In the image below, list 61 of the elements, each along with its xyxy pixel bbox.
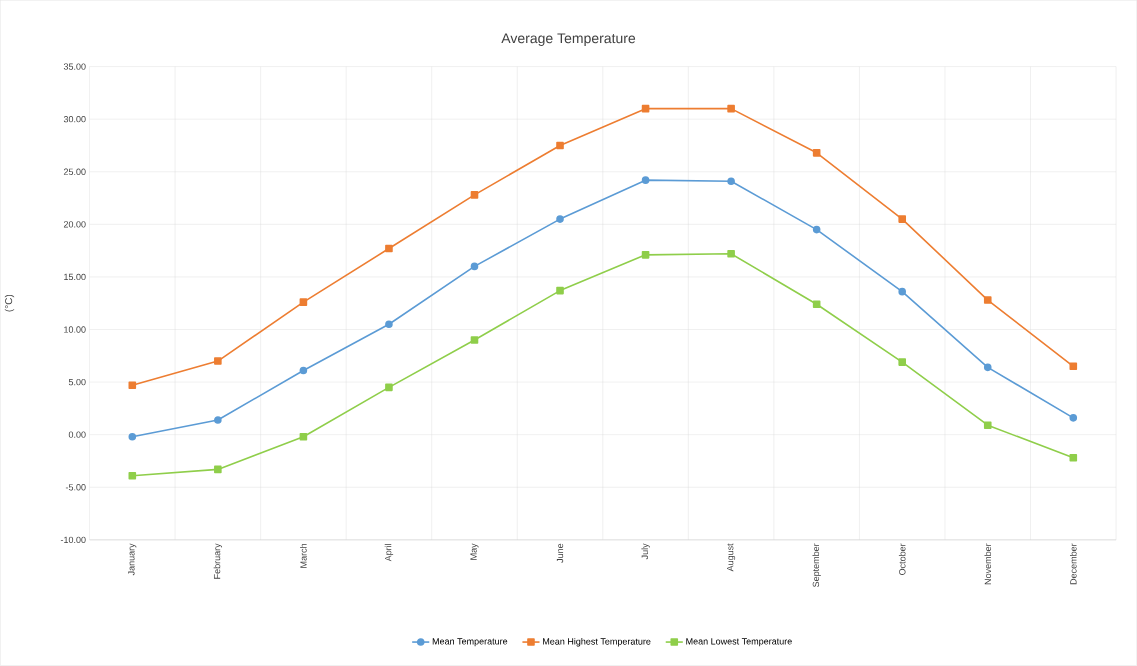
point bbox=[470, 191, 479, 199]
point bbox=[983, 296, 992, 304]
point bbox=[983, 363, 992, 372]
point bbox=[214, 357, 222, 365]
y-axis-title: (°C) bbox=[4, 295, 15, 312]
point bbox=[898, 358, 907, 367]
x-tick-label: December bbox=[1069, 543, 1077, 585]
point bbox=[128, 381, 137, 390]
point bbox=[385, 383, 393, 392]
point bbox=[727, 104, 735, 113]
point bbox=[299, 433, 308, 441]
x-tick-label: June bbox=[556, 543, 564, 563]
point bbox=[727, 250, 735, 258]
y-tick-label: 35.00 bbox=[63, 63, 86, 70]
x-tick-label: January bbox=[128, 543, 137, 576]
point bbox=[898, 215, 907, 224]
x-tick-label: February bbox=[213, 543, 223, 579]
point bbox=[727, 177, 735, 186]
point bbox=[898, 287, 907, 296]
point bbox=[1069, 454, 1078, 462]
point bbox=[299, 366, 308, 375]
y-tick-label: 15.00 bbox=[64, 273, 86, 281]
y-tick-label: 10.00 bbox=[64, 326, 86, 333]
y-tick-label: 30.00 bbox=[63, 116, 86, 123]
point bbox=[641, 176, 650, 185]
point bbox=[385, 320, 393, 329]
legend-label: Mean Temperature bbox=[432, 638, 508, 647]
point bbox=[641, 251, 650, 259]
y-tick-label: 0.00 bbox=[68, 431, 86, 438]
legend-label: Mean Lowest Temperature bbox=[686, 638, 792, 647]
legend-label: Mean Highest Temperature bbox=[543, 638, 651, 647]
point bbox=[385, 244, 393, 253]
point bbox=[214, 416, 222, 424]
point bbox=[556, 215, 564, 224]
point bbox=[470, 336, 479, 344]
point bbox=[812, 225, 821, 234]
point bbox=[214, 465, 222, 474]
y-tick-label: 5.00 bbox=[68, 379, 86, 386]
x-tick-label: September bbox=[812, 543, 821, 588]
point bbox=[556, 141, 564, 150]
y-tick-label: -5.00 bbox=[65, 484, 86, 491]
x-tick-label: August bbox=[727, 543, 736, 572]
point bbox=[983, 421, 992, 430]
point bbox=[1069, 362, 1078, 371]
chart-title: Average Temperature bbox=[501, 33, 636, 47]
point bbox=[470, 262, 479, 271]
x-tick-label: July bbox=[641, 543, 650, 560]
y-tick-label: 25.00 bbox=[63, 168, 86, 176]
point bbox=[812, 300, 821, 309]
point bbox=[556, 286, 564, 295]
point bbox=[1069, 414, 1078, 422]
point bbox=[812, 149, 821, 157]
x-tick-label: May bbox=[470, 543, 479, 560]
point bbox=[299, 298, 308, 307]
x-tick-label: October bbox=[898, 543, 906, 576]
y-tick-label: -10.00 bbox=[60, 536, 86, 544]
x-tick-label: April bbox=[384, 544, 394, 562]
y-tick-label: 20.00 bbox=[63, 221, 86, 228]
x-tick-label: March bbox=[300, 544, 307, 568]
point bbox=[128, 433, 137, 441]
x-tick-label: November bbox=[984, 543, 992, 585]
